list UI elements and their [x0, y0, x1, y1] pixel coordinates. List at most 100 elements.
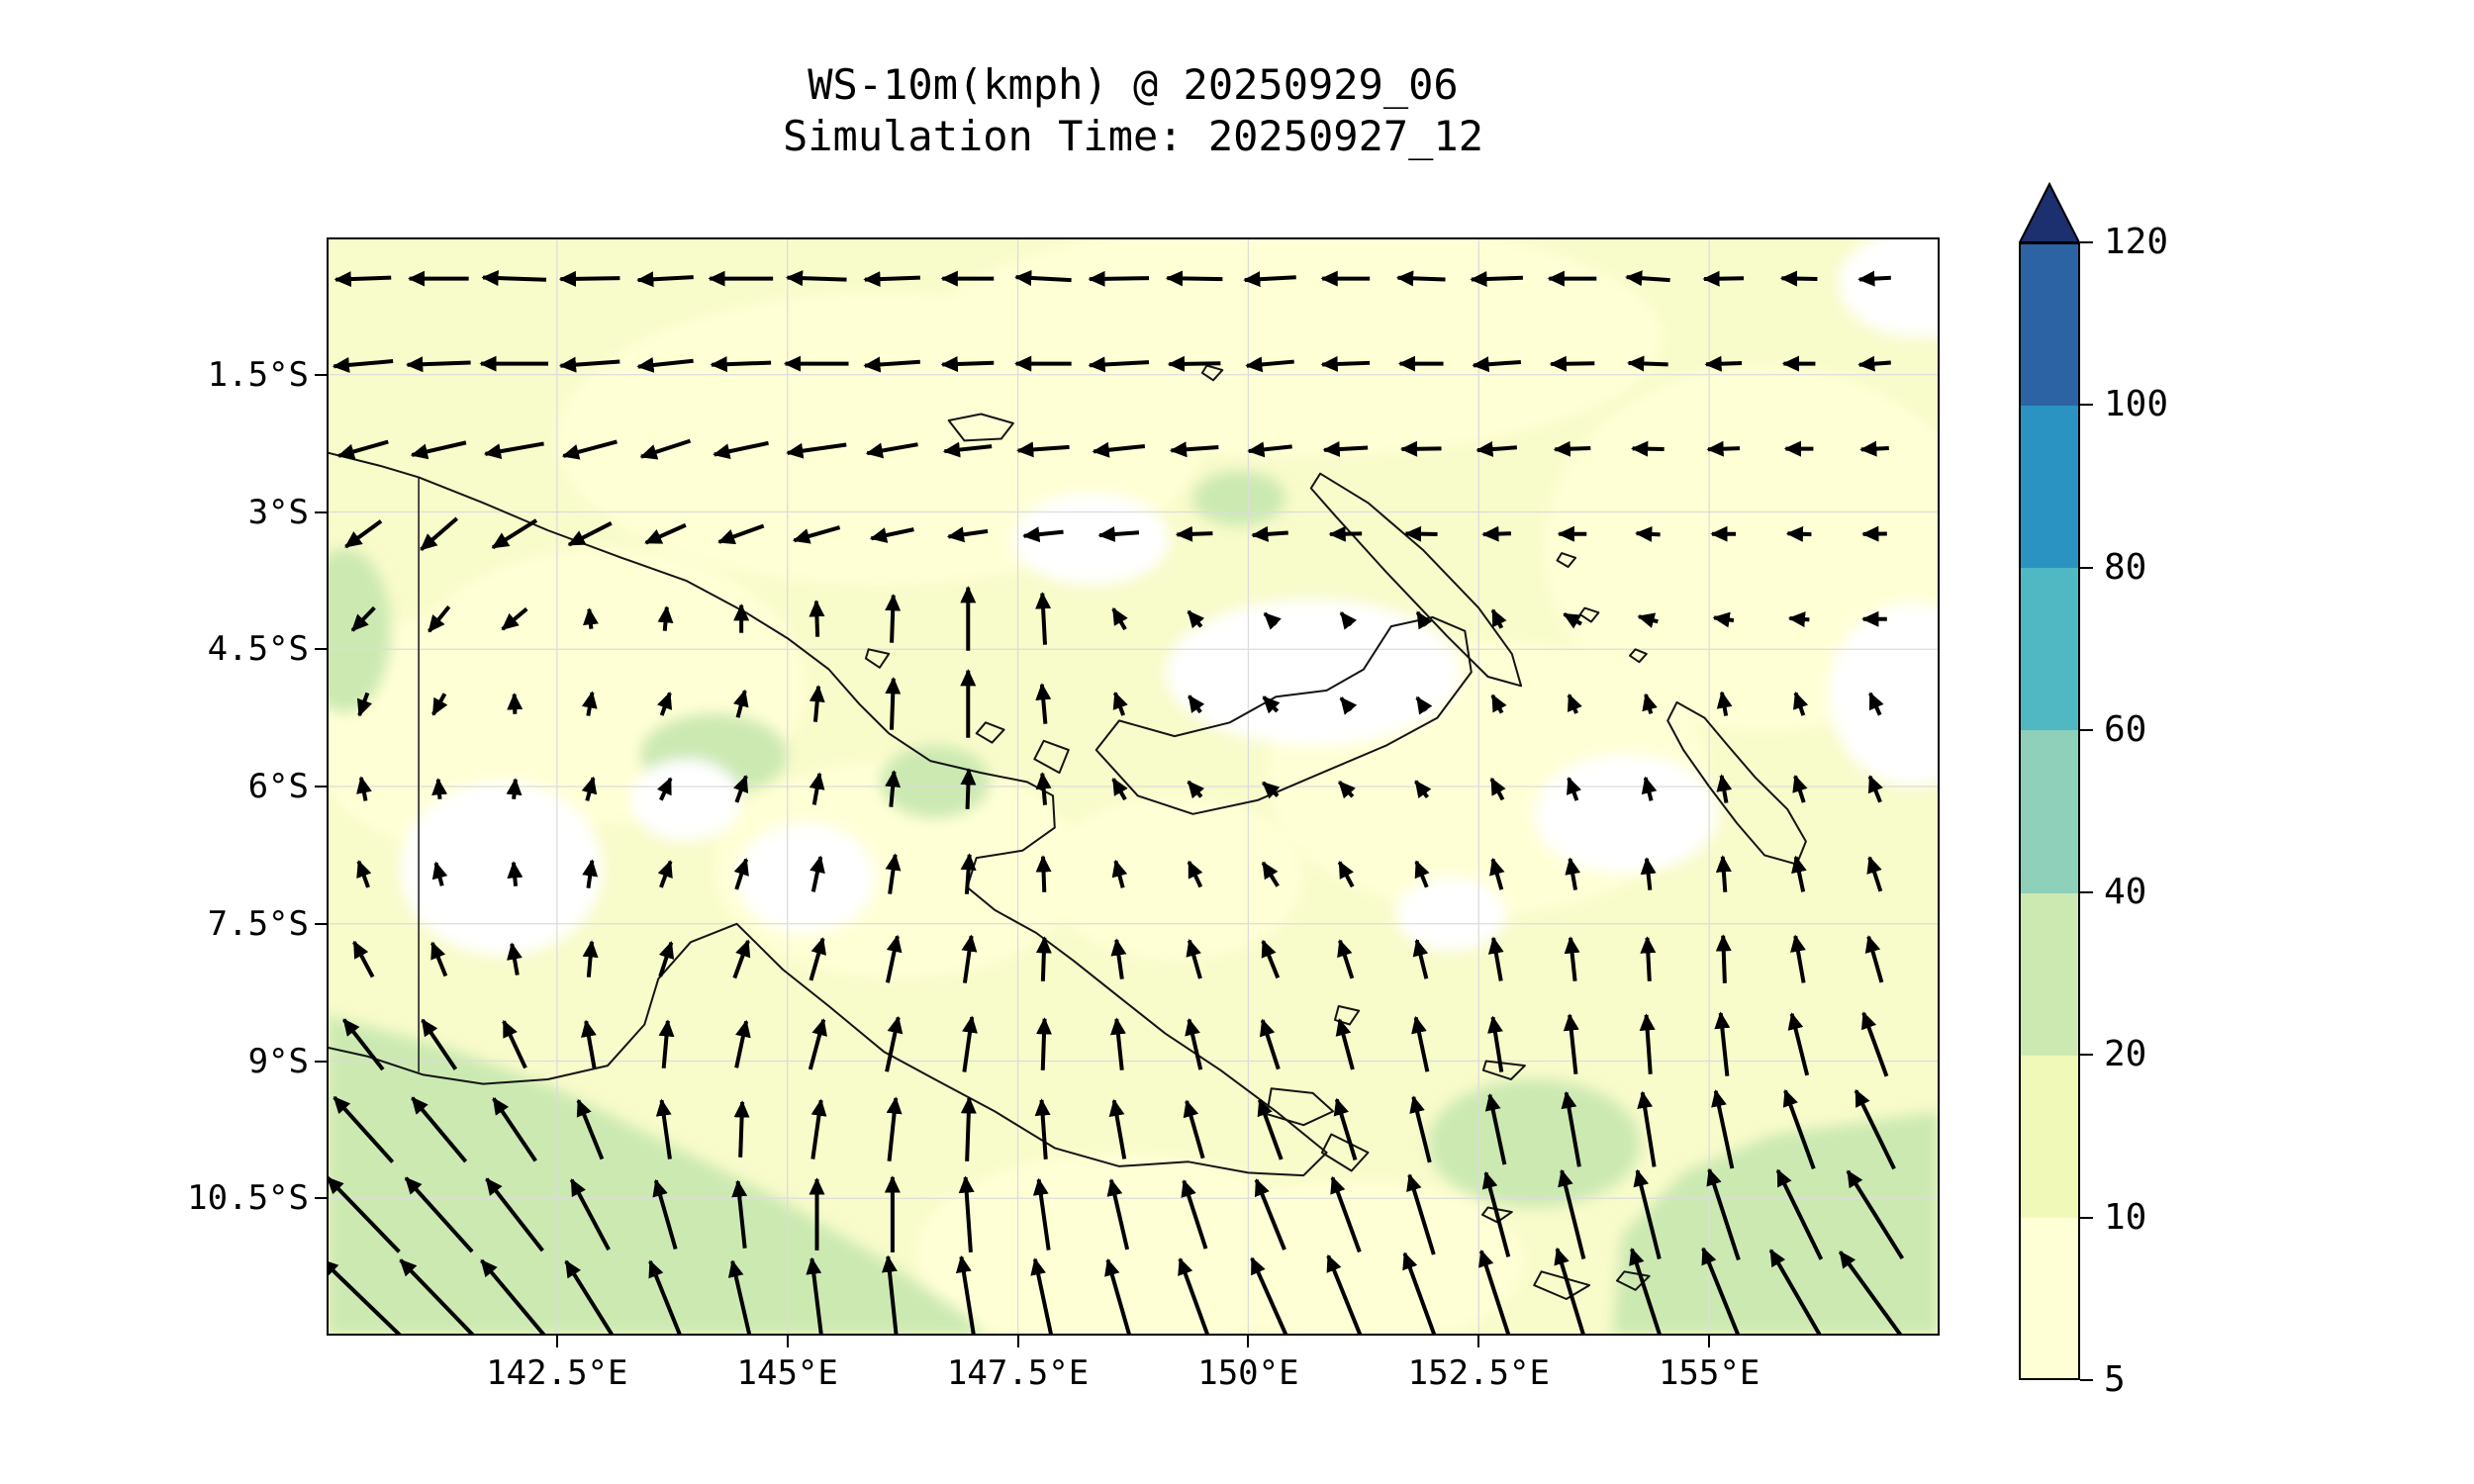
coastline-island	[1556, 552, 1577, 568]
coastlines	[327, 364, 1807, 1300]
wind-arrow	[1022, 526, 1064, 543]
y-tick-mark	[315, 373, 327, 376]
colorbar-segment	[2019, 1217, 2080, 1381]
wind-arrow	[581, 776, 598, 801]
wind-arrow	[1257, 1098, 1284, 1160]
wind-arrow	[809, 600, 825, 637]
wind-arrow	[1262, 696, 1281, 714]
wind-arrow	[1414, 860, 1430, 888]
wind-arrow	[1627, 355, 1668, 372]
wind-arrow	[1322, 441, 1369, 457]
wind-arrow	[336, 439, 389, 460]
wind-arrow	[356, 776, 372, 801]
wind-arrow	[1109, 1017, 1126, 1070]
coastline-island	[1094, 615, 1473, 815]
wind-arrow	[502, 1019, 527, 1069]
colorbar-tick-label: 100	[2104, 384, 2169, 425]
wind-arrow	[1110, 938, 1127, 979]
wind-arrow	[1106, 1178, 1130, 1251]
wind-arrow	[1706, 1167, 1741, 1261]
wind-arrow	[1790, 934, 1806, 983]
wind-arrow	[1564, 936, 1580, 981]
contour-patch	[630, 759, 742, 842]
contour-patch	[327, 1015, 986, 1336]
wind-arrow	[485, 1177, 544, 1252]
wind-arrow	[480, 1258, 547, 1336]
wind-arrow	[869, 527, 914, 543]
y-tick-mark	[315, 1060, 327, 1063]
wind-arrow	[1415, 696, 1433, 715]
wind-arrow	[1406, 1173, 1436, 1255]
wind-arrow	[327, 1258, 404, 1336]
colorbar-segment	[2019, 892, 2080, 1056]
wind-arrow	[1186, 939, 1202, 979]
x-tick-mark	[786, 1336, 789, 1347]
wind-arrow	[733, 775, 749, 803]
wind-arrow	[1549, 355, 1595, 372]
wind-arrow	[885, 934, 903, 983]
coastline-island	[1309, 472, 1523, 688]
wind-arrow	[1247, 441, 1292, 458]
wind-arrow	[1785, 525, 1812, 542]
coastline-island	[975, 721, 1005, 744]
wind-arrow	[344, 519, 383, 549]
chart-title-line2: Simulation Time: 20250927_12	[782, 112, 1483, 160]
wind-arrow	[1716, 691, 1733, 716]
contour-patch	[736, 823, 876, 933]
wind-arrow	[1782, 1088, 1816, 1170]
wind-arrow	[1035, 683, 1052, 724]
wind-arrow	[1399, 440, 1442, 457]
x-tick-label: 142.5°E	[486, 1353, 628, 1393]
wind-arrow	[1183, 1099, 1205, 1159]
wind-arrow	[1111, 606, 1128, 631]
wind-arrow	[885, 1015, 904, 1072]
wind-arrow	[955, 1254, 977, 1336]
wind-arrow	[1489, 777, 1506, 801]
wind-arrow	[960, 768, 977, 809]
wind-arrow	[1625, 270, 1670, 287]
contour-patch	[1395, 878, 1507, 952]
wind-arrow	[491, 518, 538, 550]
colorbar-tick-label: 80	[2104, 546, 2147, 588]
colorbar-tick-label: 10	[2104, 1196, 2147, 1238]
wind-arrow	[1030, 1257, 1054, 1336]
wind-arrow	[792, 525, 841, 544]
wind-arrow	[1470, 270, 1523, 287]
colorbar-tick-mark	[2080, 566, 2093, 569]
x-tick-label: 155°E	[1658, 1353, 1760, 1393]
contour-patch	[1165, 599, 1461, 746]
wind-arrow	[1639, 1013, 1656, 1074]
wind-arrow	[1563, 1013, 1579, 1074]
wind-arrow	[961, 934, 978, 983]
wind-arrow	[960, 1096, 977, 1161]
wind-arrow	[1714, 1011, 1731, 1076]
x-tick-mark	[1708, 1336, 1711, 1347]
wind-arrow	[1857, 270, 1891, 287]
wind-arrow	[1188, 695, 1205, 714]
wind-arrow	[352, 940, 375, 978]
x-tick-mark	[1477, 1336, 1480, 1347]
wind-arrow	[481, 270, 547, 287]
wind-arrow	[1711, 1089, 1735, 1169]
wind-arrow	[1245, 356, 1294, 373]
wind-arrow	[1035, 855, 1052, 892]
y-tick-mark	[315, 1197, 327, 1200]
wind-arrow	[492, 1097, 537, 1162]
colorbar-tick-mark	[2080, 1216, 2093, 1219]
contour-patch	[1012, 494, 1171, 586]
wind-arrow	[946, 526, 989, 543]
wind-arrow	[733, 1100, 750, 1158]
wind-arrow	[564, 1259, 616, 1336]
wind-arrow	[1702, 270, 1745, 287]
wind-arrow	[1640, 936, 1657, 981]
contour-patch	[1838, 237, 1940, 338]
wind-arrow	[940, 356, 995, 373]
contour-patch	[1543, 365, 1940, 732]
wind-arrow	[1328, 525, 1363, 542]
wind-arrow	[1563, 611, 1582, 629]
wind-arrow	[1261, 861, 1280, 887]
y-tick-label: 9°S	[247, 1041, 309, 1081]
wind-arrow	[1793, 691, 1809, 716]
colorbar-tick-label: 120	[2104, 222, 2169, 262]
wind-arrow	[583, 607, 599, 629]
